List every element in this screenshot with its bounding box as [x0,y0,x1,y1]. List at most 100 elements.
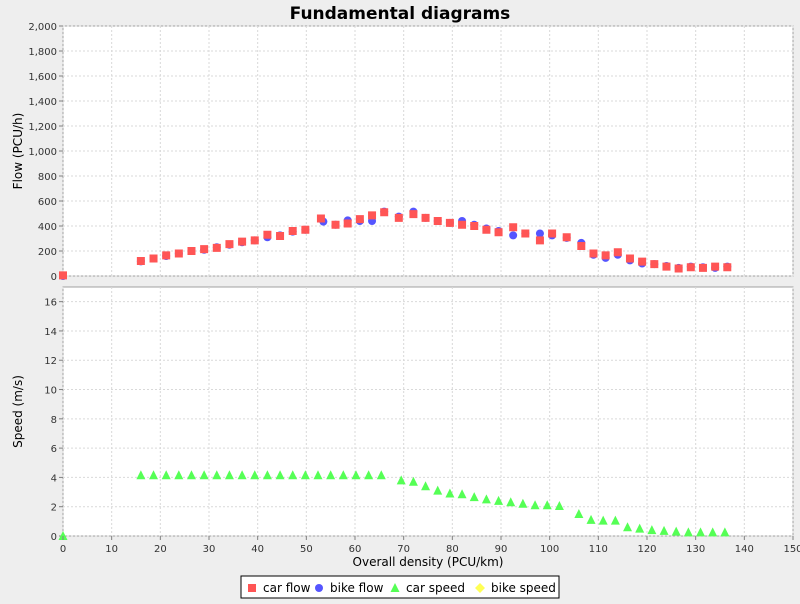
legend-marker [248,584,256,592]
legend-marker [390,583,400,592]
data-point [720,527,730,537]
y-tick-label: 16 [44,298,57,309]
legend-marker [475,583,485,593]
x-tick-label: 130 [686,544,705,555]
data-point [186,470,196,480]
y-tick-label: 12 [44,356,57,367]
data-point [161,470,171,480]
data-point [623,522,633,532]
y-tick-label: 8 [51,415,57,426]
data-point [396,475,406,485]
y-tick-label: 4 [51,473,57,484]
x-tick-label: 140 [735,544,754,555]
data-point [482,225,491,234]
data-point [586,514,596,524]
data-point [380,208,389,217]
y-tick-label: 200 [38,247,57,258]
series-car-flow [59,208,732,280]
data-point [481,494,491,504]
data-point [650,260,659,269]
data-point [674,264,683,273]
data-point [433,485,443,495]
data-point [635,523,645,533]
data-point [638,257,647,266]
data-point [301,225,310,234]
data-point [313,470,323,480]
x-tick-label: 150 [783,544,800,555]
data-point [445,488,455,498]
data-point [149,470,159,480]
data-point [683,527,693,537]
legend-marker [315,584,323,592]
legend-label: car flow [263,581,311,595]
data-point [136,470,146,480]
data-point [162,251,171,260]
legend: car flow bike flow car speed bike speed [240,575,560,599]
data-point [225,240,234,249]
data-point [212,470,222,480]
x-tick-label: 10 [105,544,118,555]
y-tick-label: 1,600 [28,72,57,83]
data-point [574,509,584,519]
data-point [613,248,622,257]
data-point [200,245,209,254]
y-tick-label: 2 [51,503,57,514]
data-point [530,500,540,510]
data-point [548,229,557,238]
data-point [509,231,518,240]
data-point [662,262,671,271]
data-point [355,215,364,224]
y-tick-label: 6 [51,444,57,455]
data-point [262,470,272,480]
data-point [376,470,386,480]
data-point [509,223,518,232]
data-point [554,500,564,510]
data-point [288,470,298,480]
data-point [589,249,598,258]
x-tick-label: 70 [397,544,410,555]
data-point [445,218,454,227]
x-tick-label: 30 [203,544,216,555]
data-point [343,219,352,228]
data-point [535,229,544,238]
x-tick-label: 0 [60,544,66,555]
data-point [625,254,634,263]
data-point [421,213,430,222]
data-point [149,254,158,263]
chart-title: Fundamental diagrams [290,4,511,24]
speed-panel: 0 2 4 6 8 10 12 14 16 Speed (m/s) [11,286,794,543]
y-tick-label: 10 [44,386,57,397]
data-point [494,228,503,237]
data-point [224,470,234,480]
x-tick-label: 50 [300,544,313,555]
y-tick-label: 1,800 [28,47,57,58]
data-point [535,236,544,245]
data-point [518,498,528,508]
x-tick-label: 100 [540,544,559,555]
data-point [238,237,247,246]
y-tick-label: 0 [51,272,57,283]
data-point [351,470,361,480]
legend-label: bike speed [491,581,556,595]
data-point [364,470,374,480]
x-tick-label: 40 [251,544,264,555]
data-point [199,470,209,480]
data-point [275,470,285,480]
data-point [338,470,348,480]
x-tick-label: 90 [495,544,508,555]
data-point [494,495,504,505]
data-point [521,229,530,238]
data-point [577,242,586,250]
data-point [470,222,479,230]
y-tick-label: 1,200 [28,122,57,133]
data-point [409,210,418,219]
data-point [288,227,297,235]
data-point [59,271,67,280]
data-point [671,526,681,536]
data-point [276,232,285,240]
data-point [711,262,720,271]
data-point [263,230,272,239]
y-tick-label: 1,000 [28,147,57,158]
